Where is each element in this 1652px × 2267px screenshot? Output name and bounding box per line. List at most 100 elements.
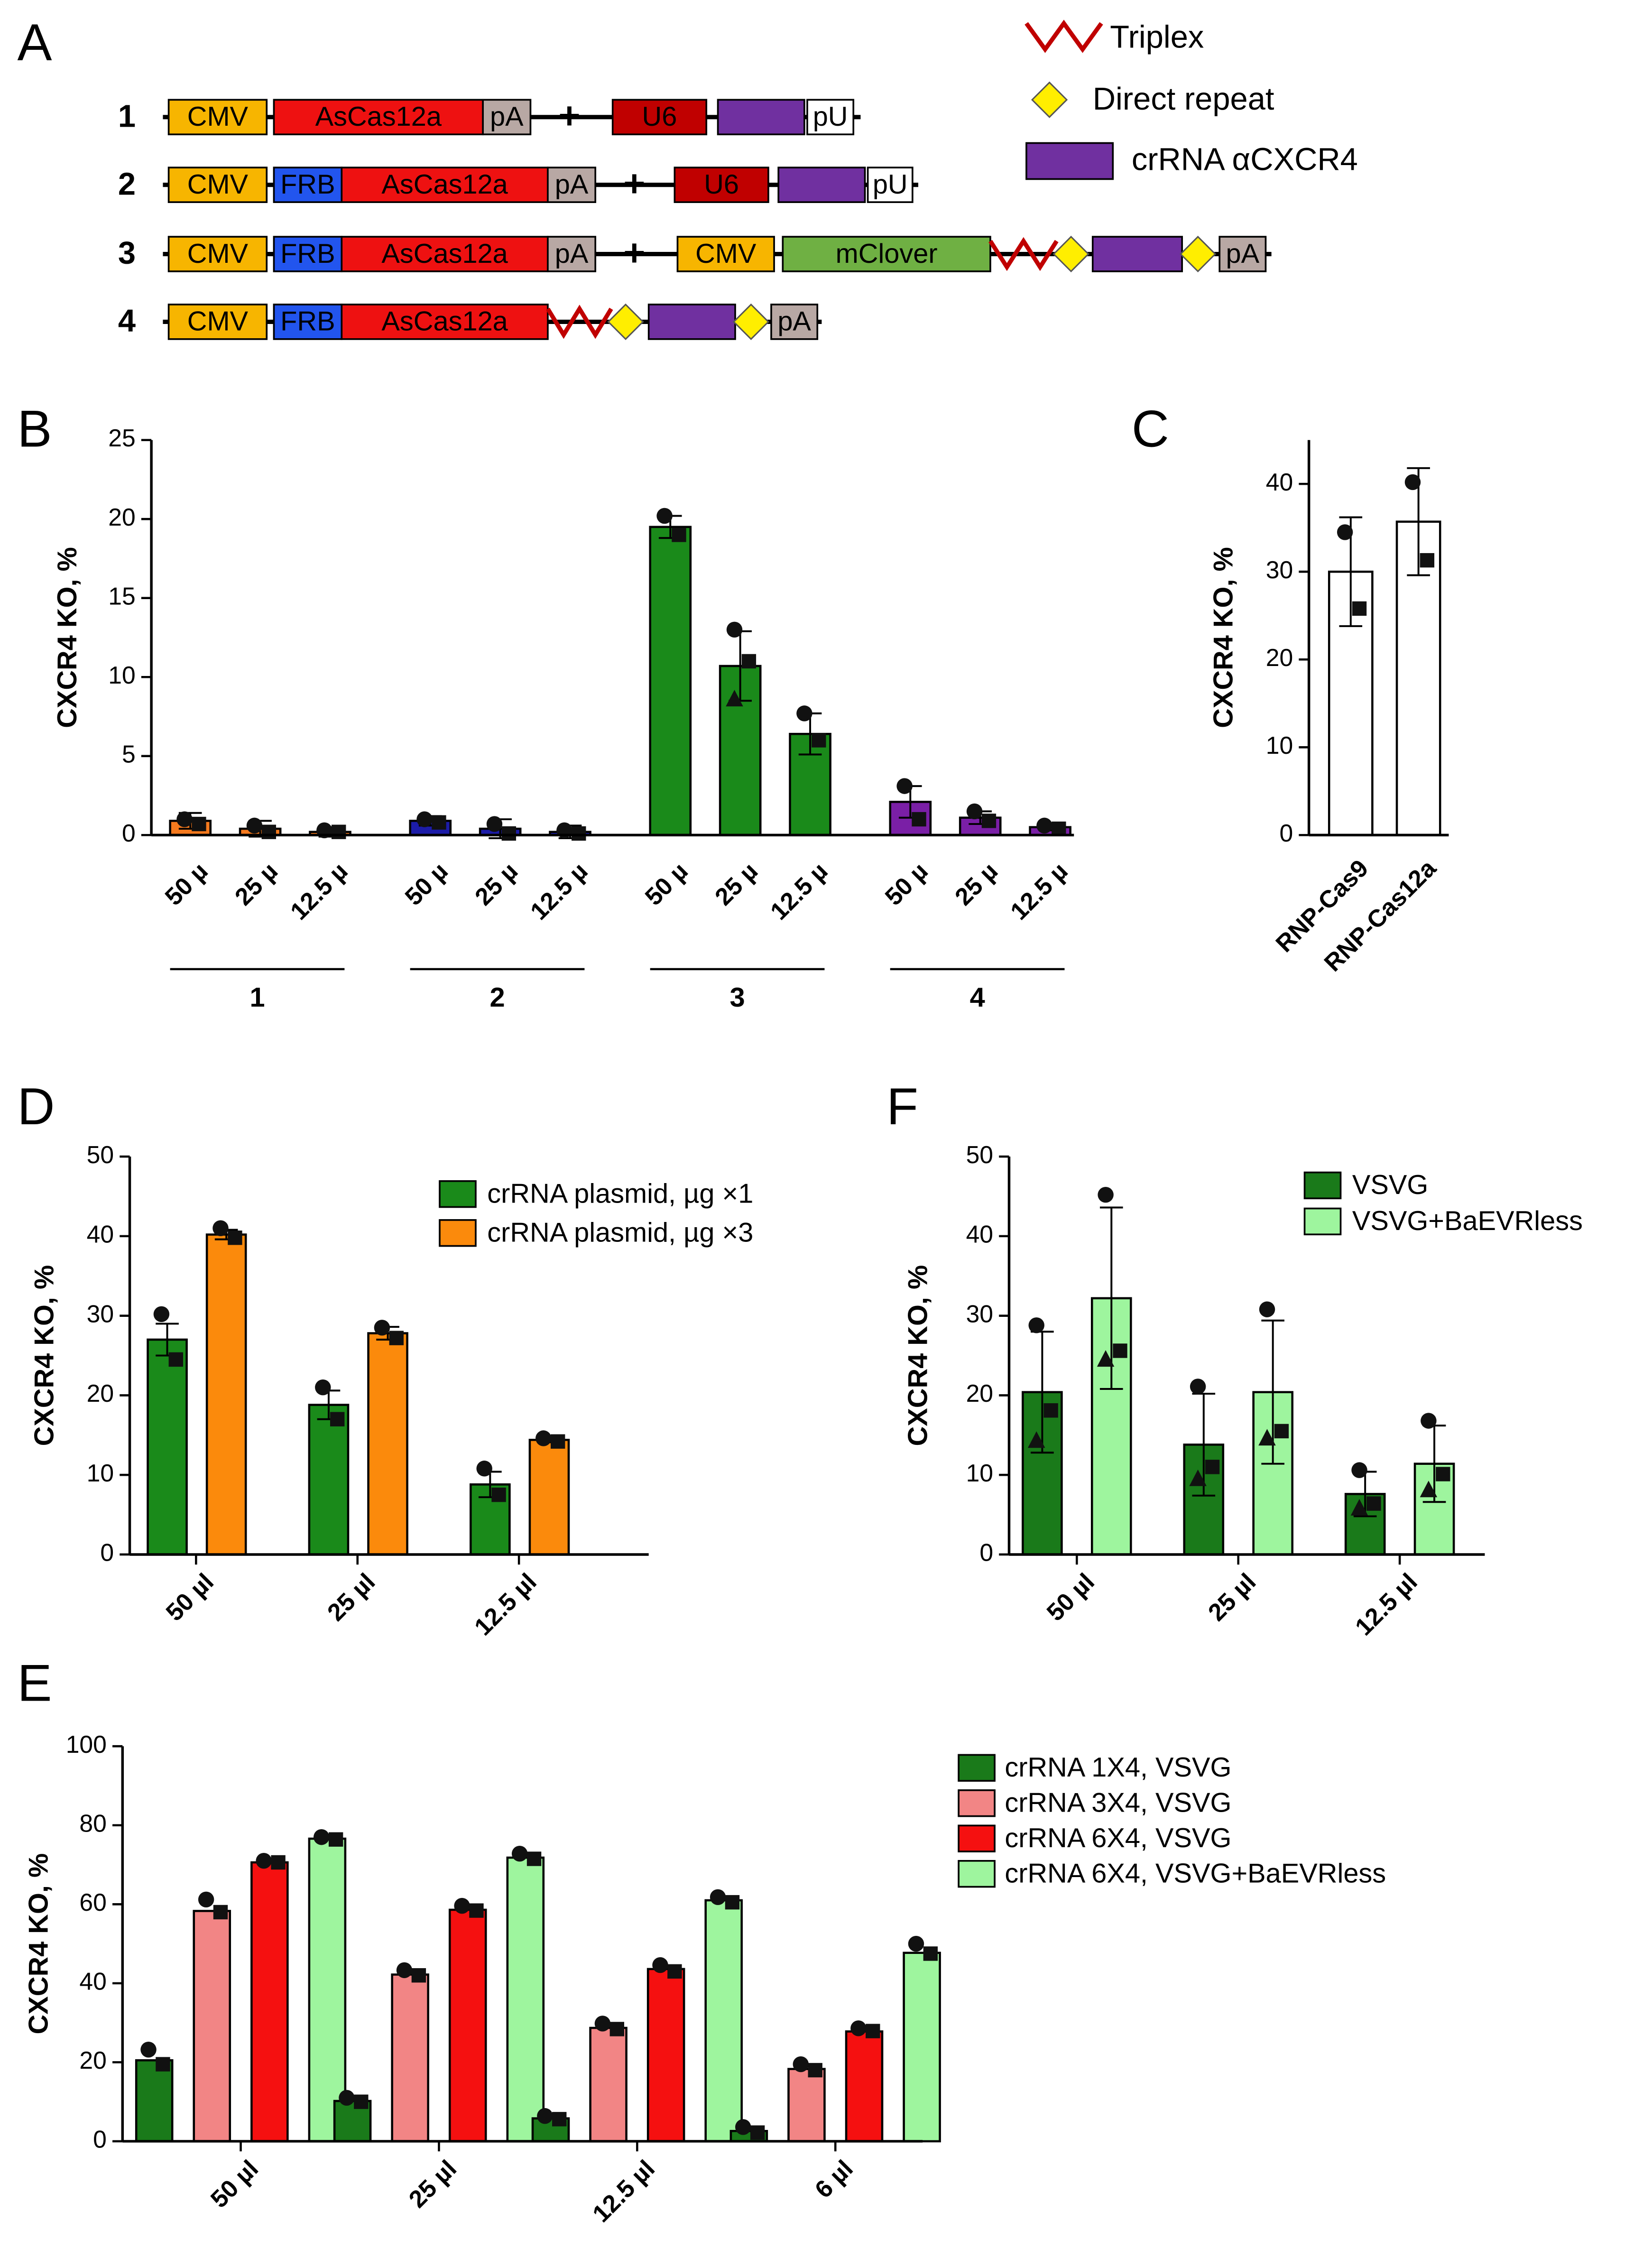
direct-repeat	[607, 303, 644, 341]
legend-swatch	[1303, 1207, 1342, 1236]
data-point	[416, 811, 433, 827]
y-axis-label: CXCR4 KO, %	[903, 1265, 933, 1446]
legend-swatch	[958, 1824, 996, 1852]
x-tick-label: 25 µ	[230, 857, 283, 911]
legend-crrna	[1025, 142, 1114, 180]
data-point	[526, 1851, 542, 1866]
legend-direct-repeat	[1031, 81, 1068, 118]
data-point	[454, 1897, 470, 1914]
element-box	[806, 99, 855, 136]
data-point	[656, 508, 673, 524]
data-point	[923, 1946, 938, 1961]
data-point	[192, 816, 206, 832]
element-label: CMV	[187, 306, 249, 337]
legend-swatch	[958, 1860, 996, 1888]
y-tick-label: 30	[87, 1300, 114, 1327]
data-point	[1350, 1499, 1368, 1516]
data-point	[328, 1832, 343, 1847]
data-point	[1098, 1186, 1114, 1203]
plus-sign: +	[623, 162, 645, 204]
panel-label: E	[17, 1654, 52, 1712]
data-point	[198, 1891, 214, 1908]
data-point	[432, 815, 446, 830]
y-tick-label: 0	[122, 819, 136, 847]
data-point	[469, 1903, 484, 1918]
data-point	[501, 826, 517, 841]
data-point	[1205, 1460, 1220, 1474]
y-tick-label: 100	[66, 1730, 107, 1758]
data-point	[652, 1957, 668, 1973]
element-box	[647, 304, 736, 340]
data-point	[552, 2112, 567, 2127]
data-point	[1337, 524, 1353, 540]
legend-text: Triplex	[1110, 19, 1204, 55]
data-point	[315, 1379, 331, 1396]
y-tick-label: 10	[108, 661, 135, 689]
direct-repeat	[1052, 235, 1089, 273]
element-box	[676, 236, 775, 272]
legend-swatch	[958, 1789, 996, 1817]
data-point	[572, 826, 586, 841]
data-point	[726, 621, 743, 638]
bar	[448, 1908, 487, 2143]
element-label: pU	[813, 102, 848, 132]
element-box	[770, 304, 819, 340]
row-label: 4	[118, 303, 136, 339]
bar	[147, 1338, 188, 1556]
data-point	[246, 817, 263, 834]
bar	[250, 1861, 289, 2143]
bar	[135, 2059, 174, 2143]
data-point	[672, 527, 686, 542]
element-label: pA	[1226, 239, 1260, 269]
data-point	[1436, 1467, 1450, 1481]
data-point	[981, 814, 997, 828]
y-axis-label: CXCR4 KO, %	[23, 1853, 54, 2035]
data-point	[1190, 1379, 1206, 1395]
data-point	[537, 2108, 553, 2124]
element-label: U6	[642, 102, 677, 132]
bar	[506, 1856, 545, 2143]
data-point	[1366, 1496, 1381, 1511]
data-point	[535, 1430, 552, 1446]
y-tick-label: 10	[1266, 731, 1293, 759]
data-point	[750, 2125, 765, 2140]
x-tick-label: 50 µl	[205, 2155, 263, 2213]
y-tick-label: 50	[87, 1141, 114, 1168]
y-tick-label: 40	[1266, 468, 1293, 496]
error-bar	[1261, 1319, 1284, 1465]
y-axis-label: CXCR4 KO, %	[1209, 547, 1239, 728]
data-point	[726, 690, 743, 707]
element-box	[782, 236, 991, 272]
data-point	[1420, 1480, 1438, 1498]
y-tick-label: 30	[1266, 556, 1293, 583]
direct-repeat	[1180, 235, 1217, 273]
row-label: 1	[118, 99, 136, 134]
data-point	[1258, 1429, 1276, 1446]
element-label: CMV	[187, 102, 249, 132]
legend-text: Direct repeat	[1093, 81, 1274, 117]
group-label: 1	[249, 982, 265, 1013]
element-box	[482, 99, 532, 136]
data-point	[176, 811, 193, 827]
data-point	[389, 1331, 404, 1345]
y-tick-label: 10	[87, 1459, 114, 1487]
legend-swatch	[1303, 1171, 1342, 1200]
data-point	[812, 733, 826, 748]
data-point	[374, 1320, 390, 1336]
y-tick-label: 80	[79, 1809, 106, 1837]
data-point	[511, 1845, 528, 1862]
bar	[391, 1973, 429, 2143]
row-label: 3	[118, 235, 136, 271]
data-point	[228, 1231, 242, 1245]
element-box	[273, 236, 343, 272]
element-label: pU	[873, 169, 908, 200]
x-tick-label: 12.5 µ	[765, 857, 833, 925]
bar	[193, 1910, 231, 2143]
plus-sign: +	[558, 94, 580, 137]
data-point	[866, 2024, 880, 2038]
x-tick-label: 25 µl	[1203, 1568, 1261, 1626]
legend-text: VSVG+BaEVRless	[1352, 1206, 1583, 1236]
y-tick-label: 20	[108, 503, 135, 531]
data-point	[850, 2020, 867, 2036]
